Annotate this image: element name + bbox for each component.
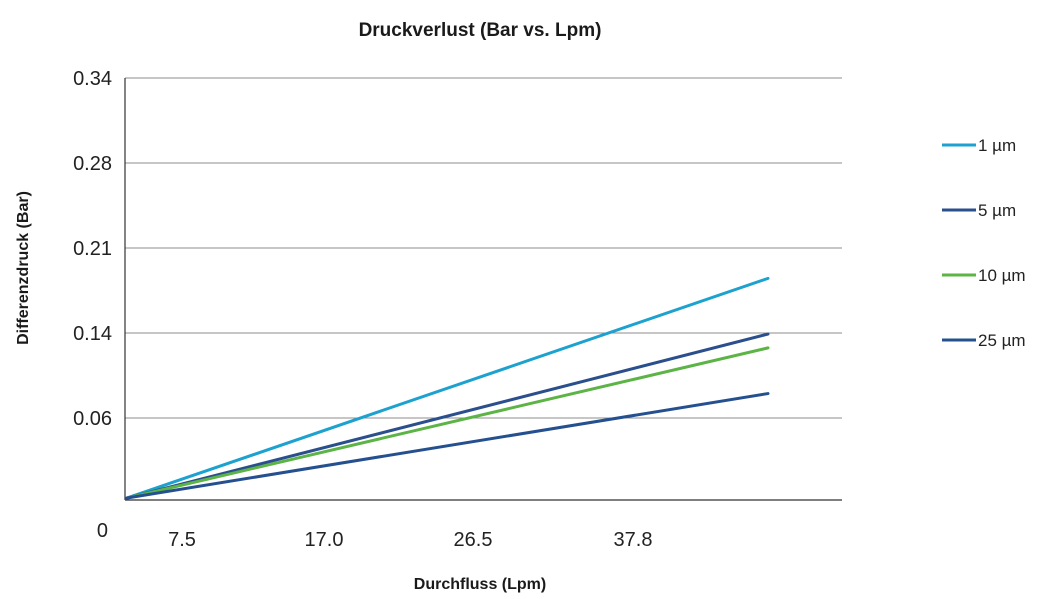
y-tick-label: 0.14 [73,323,112,345]
x-tick-label: 37.8 [614,529,653,551]
legend-label: 1 µm [978,136,1016,155]
x-tick-label: 17.0 [305,529,344,551]
grid-layer [125,77,842,419]
series-layer [125,276,770,500]
y-tick-label: 0.06 [73,408,112,430]
y-tick-label: 0.21 [73,238,112,260]
y-axis-title: Differenzdruck (Bar) [15,191,32,345]
series-line-1 [125,276,770,500]
series-line-3 [125,346,770,500]
x-axis-title: Durchfluss (Lpm) [414,576,546,593]
legend-label: 5 µm [978,201,1016,220]
series-line-4 [125,392,770,500]
y-tick-label: 0.28 [73,153,112,175]
chart-title: Druckverlust (Bar vs. Lpm) [359,20,602,41]
y-tick-label: 0.34 [73,68,112,90]
y-tick-label: 0 [97,520,108,542]
legend-label: 10 µm [978,266,1026,285]
y-tick-labels: 0 0.06 0.14 0.21 0.28 0.34 [73,68,112,542]
x-tick-label: 7.5 [168,529,196,551]
series-line-2 [125,332,770,500]
legend-item: 25 µm [942,331,1026,350]
legend-item: 5 µm [942,201,1016,220]
legend: 1 µm 5 µm 10 µm 25 µm [942,136,1026,350]
axis-layer [124,78,842,501]
legend-label: 25 µm [978,331,1026,350]
x-tick-label: 26.5 [454,529,493,551]
legend-item: 1 µm [942,136,1016,155]
x-tick-labels: 7.5 17.0 26.5 37.8 [168,529,652,551]
legend-item: 10 µm [942,266,1026,285]
